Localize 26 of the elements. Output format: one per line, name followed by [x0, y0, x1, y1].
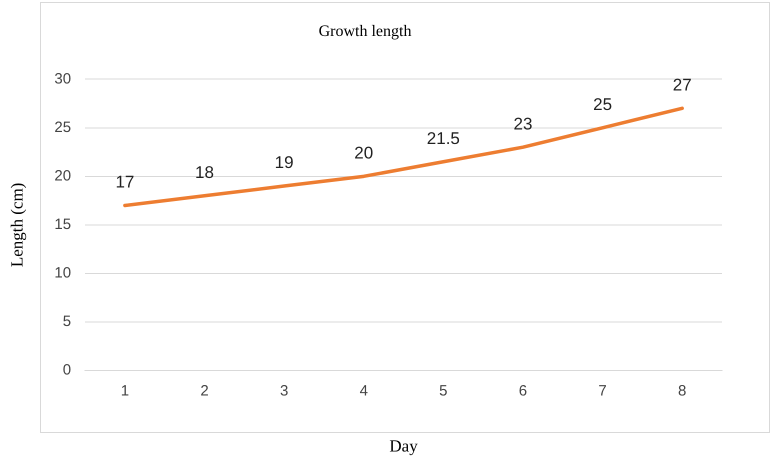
y-tick-label: 20: [54, 167, 72, 184]
data-label: 18: [195, 162, 214, 182]
y-tick-label: 10: [54, 264, 72, 282]
y-tick-label: 15: [54, 216, 72, 234]
y-tick-label: 30: [54, 70, 72, 88]
x-tick-label: 8: [678, 382, 686, 400]
x-tick-label: 1: [120, 382, 130, 400]
data-label: 20: [354, 144, 374, 163]
y-axis-title: Length (cm): [8, 182, 27, 268]
x-tick-label: 4: [360, 382, 368, 400]
data-label: 17: [115, 172, 134, 192]
x-tick-label: 3: [280, 382, 288, 400]
x-axis-title: Day: [389, 436, 418, 456]
x-tick-label: 5: [439, 382, 448, 400]
y-tick-label: 25: [54, 118, 72, 136]
x-tick-label: 6: [518, 382, 528, 400]
data-label: 21.5: [426, 128, 460, 148]
x-tick-label: 7: [598, 382, 607, 400]
data-label: 25: [593, 94, 612, 114]
data-label: 19: [274, 153, 294, 172]
y-tick-label: 5: [62, 313, 72, 330]
chart-title: Growth length: [318, 22, 412, 40]
data-label: 23: [514, 114, 532, 134]
x-tick-label: 2: [200, 382, 209, 400]
data-label: 27: [672, 76, 692, 95]
y-tick-label: 0: [62, 362, 72, 379]
